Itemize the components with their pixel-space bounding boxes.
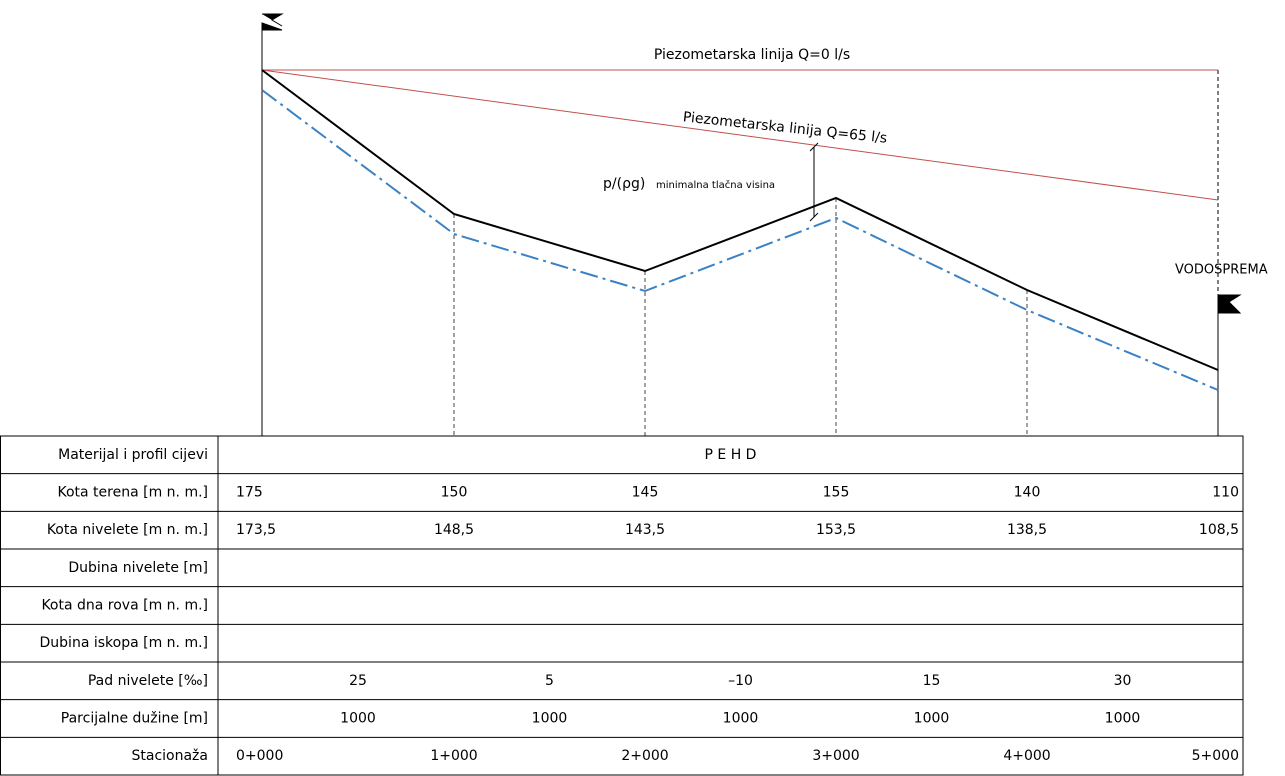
table-cell: 3+000 [812, 748, 859, 764]
row-label: Dubina iskopa [m n. m.] [40, 635, 208, 651]
table-cell: 150 [441, 485, 468, 501]
pressure-label: p/(ρg) [603, 176, 645, 192]
table-cell: 148,5 [434, 522, 474, 538]
row-label: Kota terena [m n. m.] [57, 485, 208, 501]
table-cell: 30 [1114, 673, 1132, 689]
terrain-line [261, 69, 1219, 371]
table-cell: 108,5 [1199, 522, 1239, 538]
station-lines [453, 198, 1028, 436]
table-cell: 4+000 [1003, 748, 1050, 764]
row-label: Kota nivelete [m n. m.] [47, 522, 208, 538]
pressure-note: minimalna tlačna visina [656, 179, 775, 191]
table-cell: –10 [728, 673, 753, 689]
table-cell: 1+000 [430, 748, 477, 764]
table-cell: 1000 [723, 711, 759, 727]
table-border [0, 435, 1244, 776]
reservoir-label: VODOSPREMA [1175, 263, 1268, 278]
row-label: Stacionaža [132, 748, 209, 764]
table-cell: 1000 [1105, 711, 1141, 727]
table-cell: 138,5 [1007, 522, 1047, 538]
table-cell: 155 [823, 485, 850, 501]
profile-table: Materijal i profil cijevi P E H D Kota ter… [0, 435, 1244, 776]
table-cell: 110 [1212, 485, 1239, 501]
table-cell: 173,5 [236, 522, 276, 538]
row-label: Materijal i profil cijevi [58, 447, 208, 463]
table-cell: 1000 [532, 711, 568, 727]
dimension-tick [809, 142, 819, 152]
row-label: Kota dna rova [m n. m.] [41, 598, 208, 614]
row-label: Dubina nivelete [m] [68, 560, 208, 576]
dimension-tick [809, 212, 819, 222]
table-cell: 5 [545, 673, 554, 689]
table-cell: 5+000 [1192, 748, 1239, 764]
start-flag [261, 13, 284, 31]
table-cell: 1000 [340, 711, 376, 727]
reservoir-flag [1217, 294, 1242, 314]
dynamic-piezometric-line [261, 69, 1219, 201]
row-label: Parcijalne dužine [m] [61, 711, 208, 727]
table-cell: P E H D [705, 447, 757, 463]
table-cell: 145 [632, 485, 659, 501]
table-cell: 153,5 [816, 522, 856, 538]
table-cell: 143,5 [625, 522, 665, 538]
table-cell: 0+000 [236, 748, 283, 764]
table-cell: 25 [349, 673, 367, 689]
table-cell: 15 [923, 673, 941, 689]
table-cell: 2+000 [621, 748, 668, 764]
table-cell: 1000 [914, 711, 950, 727]
row-label: Pad nivelete [‰] [88, 673, 208, 689]
table-cell: 175 [236, 485, 263, 501]
static-line-label: Piezometarska linija Q=0 l/s [654, 47, 850, 63]
table-cell: 140 [1014, 485, 1041, 501]
pipe-line [261, 89, 1219, 391]
